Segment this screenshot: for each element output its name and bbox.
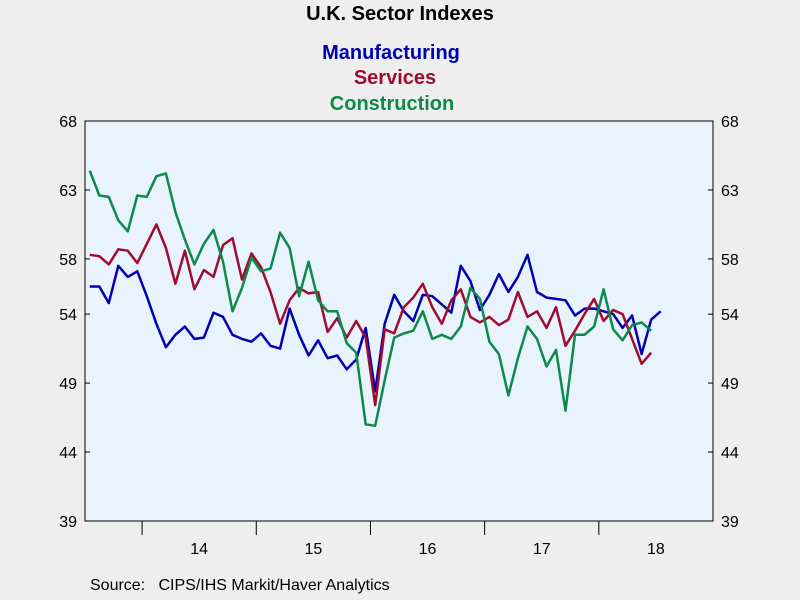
source-note: Source: CIPS/IHS Markit/Haver Analytics bbox=[90, 577, 390, 594]
series-lines bbox=[88, 170, 662, 428]
x-tick-label: 17 bbox=[533, 541, 551, 558]
y-tick-label-right: 58 bbox=[721, 252, 739, 269]
chart-title: U.K. Sector Indexes bbox=[306, 3, 494, 25]
axes: 39 39 44 44 49 49 54 54 58 58 63 63 68 68 14 15 16 17 18 bbox=[59, 114, 739, 558]
y-tick-label-left: 54 bbox=[59, 307, 77, 324]
y-tick-label-right: 44 bbox=[721, 445, 739, 462]
y-tick-label-right: 68 bbox=[721, 114, 739, 131]
x-tick-label: 14 bbox=[190, 541, 208, 558]
x-tick-label: 18 bbox=[647, 541, 665, 558]
y-tick-label-right: 54 bbox=[721, 307, 739, 324]
x-tick-label: 16 bbox=[419, 541, 437, 558]
series-line-construction bbox=[88, 170, 653, 428]
y-tick-label-left: 49 bbox=[59, 376, 77, 393]
series-line-manufacturing bbox=[89, 253, 662, 393]
y-tick-label-right: 39 bbox=[721, 514, 739, 531]
legend-manufacturing: Manufacturing bbox=[322, 42, 460, 64]
series-line-services bbox=[89, 223, 653, 407]
legend-services: Services bbox=[354, 67, 436, 89]
y-tick-label-left: 58 bbox=[59, 252, 77, 269]
x-tick-label: 15 bbox=[304, 541, 322, 558]
y-tick-label-left: 63 bbox=[59, 183, 77, 200]
y-tick-label-left: 68 bbox=[59, 114, 77, 131]
y-tick-label-right: 63 bbox=[721, 183, 739, 200]
y-tick-label-right: 49 bbox=[721, 376, 739, 393]
y-tick-label-left: 39 bbox=[59, 514, 77, 531]
legend-construction: Construction bbox=[330, 93, 454, 115]
y-tick-label-left: 44 bbox=[59, 445, 77, 462]
